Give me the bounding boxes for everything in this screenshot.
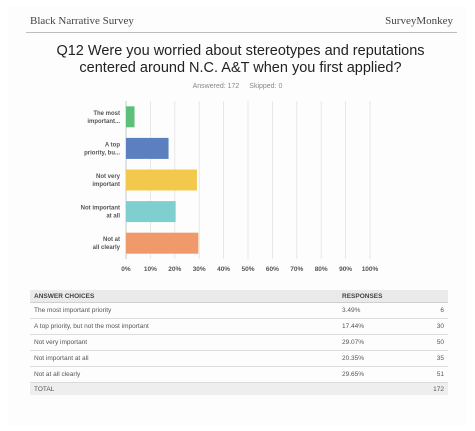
x-tick-label: 50% <box>241 266 254 273</box>
category-label: A top priority, bu... <box>84 142 120 156</box>
table-row: A top priority, but not the most importa… <box>30 318 448 335</box>
bar <box>126 232 199 254</box>
bar <box>126 201 176 223</box>
x-tick-label: 0% <box>121 266 131 273</box>
table-row: Not at all clearly 29.65% 51 <box>30 366 448 383</box>
count-cell: 6 <box>405 302 448 319</box>
col-header-responses: RESPONSES <box>338 290 448 303</box>
header-divider <box>26 32 457 33</box>
choice-cell: The most important priority <box>30 302 338 319</box>
choice-cell: Not important at all <box>30 350 338 367</box>
choice-cell: A top priority, but not the most importa… <box>30 318 338 335</box>
bar <box>126 169 197 191</box>
skipped-count: Skipped: 0 <box>249 83 283 90</box>
bar <box>126 106 135 128</box>
question-title: Q12 Were you worried about stereotypes a… <box>56 43 425 76</box>
table-header-row: ANSWER CHOICES RESPONSES <box>30 290 448 303</box>
count-cell: 50 <box>405 334 448 351</box>
percent-cell: 20.35% <box>338 350 406 367</box>
responses-table: ANSWER CHOICES RESPONSES The most import… <box>30 290 448 395</box>
category-label: The most important... <box>87 111 120 125</box>
total-row: TOTAL 172 <box>30 382 448 395</box>
x-tick-label: 80% <box>315 266 328 273</box>
count-cell: 51 <box>405 366 448 383</box>
x-tick-label: 20% <box>168 266 181 273</box>
percent-cell: 29.07% <box>338 334 406 351</box>
x-tick-label: 100% <box>362 266 379 273</box>
choice-cell: Not very important <box>30 334 338 351</box>
category-label: Not important at all <box>81 206 121 220</box>
survey-name: Black Narrative Survey <box>30 15 134 27</box>
bar <box>126 137 169 159</box>
x-tick-label: 60% <box>266 266 279 273</box>
table-row: Not important at all 20.35% 35 <box>30 350 448 367</box>
table-row: Not very important 29.07% 50 <box>30 334 448 351</box>
survey-page: Black Narrative Survey SurveyMonkey Q12 … <box>8 6 467 426</box>
answered-count: Answered: 172 <box>192 83 240 90</box>
choice-cell: Not at all clearly <box>30 366 338 383</box>
percent-cell: 3.49% <box>338 302 406 319</box>
x-tick-label: 70% <box>290 266 303 273</box>
col-header-choices: ANSWER CHOICES <box>30 290 338 303</box>
x-tick-label: 30% <box>193 266 206 273</box>
count-cell: 35 <box>405 350 448 367</box>
category-label: Not at all clearly <box>93 237 121 251</box>
percent-cell: 17.44% <box>338 318 406 335</box>
total-spacer <box>338 382 406 395</box>
x-tick-label: 10% <box>144 266 157 273</box>
bar-chart: 0% 10% 20% 30% 40% 50% 60% 70% 80% 90% 100% The mos… <box>81 101 379 273</box>
percent-cell: 29.65% <box>338 366 406 383</box>
x-tick-label: 40% <box>217 266 230 273</box>
table-row: The most important priority 3.49% 6 <box>30 302 448 319</box>
total-label: TOTAL <box>30 382 338 395</box>
total-count: 172 <box>405 382 448 395</box>
count-cell: 30 <box>405 318 448 335</box>
brand-name: SurveyMonkey <box>385 15 453 27</box>
response-meta: Answered: 172 Skipped: 0 <box>8 83 467 90</box>
x-tick-label: 90% <box>339 266 352 273</box>
category-label: Not very important <box>92 174 120 188</box>
